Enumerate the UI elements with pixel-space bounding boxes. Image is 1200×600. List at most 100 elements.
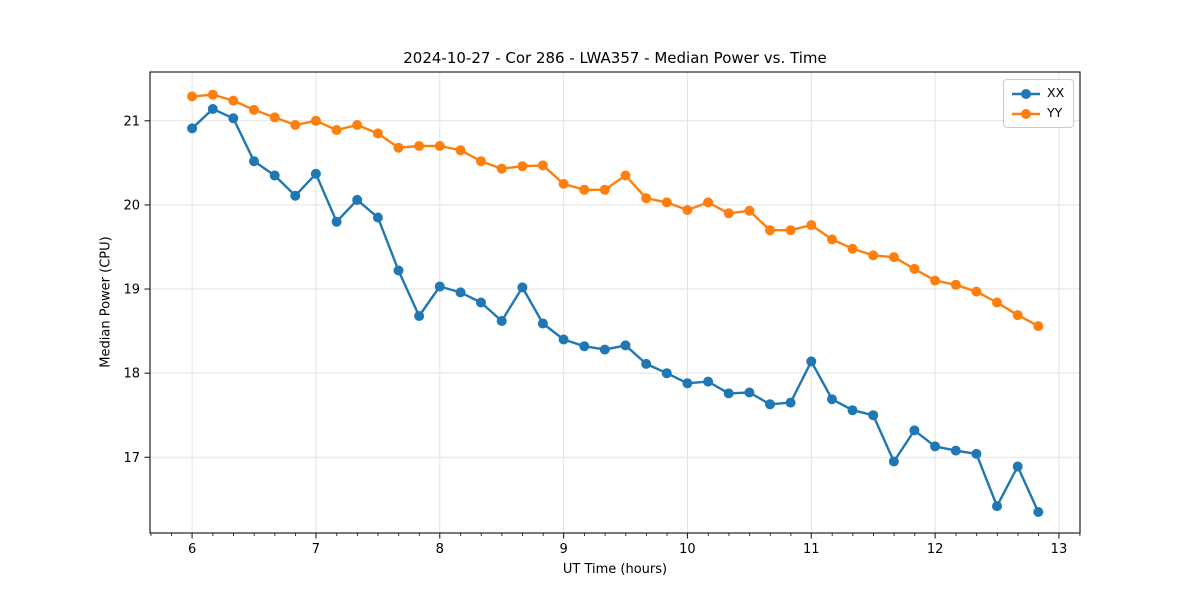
y-tick-label: 18 (123, 367, 140, 382)
series-yy-marker[interactable] (930, 275, 941, 286)
x-tick-label: 10 (679, 542, 696, 557)
series-yy-marker[interactable] (620, 170, 631, 181)
series-yy-marker[interactable] (290, 120, 301, 130)
series-xx-marker[interactable] (352, 194, 363, 205)
series-xx-marker[interactable] (620, 340, 631, 351)
series-xx-marker[interactable] (703, 376, 714, 387)
legend-item-yy[interactable]: YY (1011, 105, 1065, 122)
series-yy-marker[interactable] (599, 184, 610, 195)
series-yy-marker[interactable] (187, 91, 198, 102)
series-xx-marker[interactable] (1033, 507, 1044, 517)
series-yy-marker[interactable] (641, 193, 652, 204)
series-yy-marker[interactable] (971, 286, 982, 297)
series-xx-marker[interactable] (909, 425, 920, 436)
series-xx-marker[interactable] (476, 297, 486, 308)
series-xx-marker[interactable] (765, 399, 775, 410)
series-yy-marker[interactable] (372, 128, 383, 139)
series-xx-marker[interactable] (228, 113, 239, 124)
series-xx-marker[interactable] (207, 104, 218, 114)
series-xx-marker[interactable] (971, 448, 982, 459)
series-xx-marker[interactable] (806, 356, 817, 367)
series-yy-marker[interactable] (228, 95, 239, 106)
legend-item-xx[interactable]: XX (1011, 85, 1065, 102)
series-xx-marker[interactable] (537, 318, 548, 329)
series-xx-marker[interactable] (558, 334, 569, 345)
series-yy-marker[interactable] (455, 145, 466, 156)
series-yy-marker[interactable] (992, 297, 1002, 308)
series-yy-line[interactable] (190, 93, 1040, 328)
series-xx-marker[interactable] (950, 445, 961, 456)
series-yy-marker[interactable] (352, 120, 363, 130)
legend-label-xx: XX (1047, 85, 1065, 101)
series-xx-marker[interactable] (992, 501, 1002, 512)
x-tick-label: 12 (927, 542, 944, 557)
series-xx-marker[interactable] (930, 441, 941, 452)
series-yy-marker[interactable] (661, 197, 672, 208)
series-yy-marker[interactable] (249, 104, 259, 115)
series-xx-marker[interactable] (331, 216, 342, 227)
series-yy-marker[interactable] (888, 252, 899, 263)
series-xx-marker[interactable] (372, 212, 383, 223)
x-tick-label: 6 (188, 542, 196, 557)
series-xx-marker[interactable] (393, 265, 404, 276)
series-yy-marker[interactable] (950, 279, 961, 290)
series-xx-marker[interactable] (579, 341, 590, 352)
series-yy-marker[interactable] (476, 156, 486, 167)
series-yy-marker[interactable] (207, 89, 218, 100)
series-yy-marker[interactable] (1012, 310, 1023, 321)
series-xx-marker[interactable] (290, 190, 301, 201)
series-xx-marker[interactable] (744, 387, 755, 398)
series-yy-marker[interactable] (537, 160, 548, 171)
legend: XX YY (1003, 79, 1074, 128)
series-xx-marker[interactable] (249, 156, 259, 167)
series-yy-marker[interactable] (558, 178, 569, 189)
series-yy-marker[interactable] (496, 163, 507, 174)
series-xx-marker[interactable] (496, 316, 507, 326)
series-yy-marker[interactable] (579, 184, 590, 195)
series-xx-marker[interactable] (517, 282, 528, 293)
series-xx-marker[interactable] (1012, 461, 1023, 472)
series-xx-marker[interactable] (888, 456, 899, 467)
yy-line-marker-icon (1012, 108, 1040, 119)
y-tick-label: 20 (123, 198, 140, 213)
series-yy-marker[interactable] (868, 250, 879, 261)
axes-frame (149, 71, 1081, 534)
series-xx-marker[interactable] (785, 397, 796, 408)
series-yy-marker[interactable] (434, 141, 445, 151)
series-yy-marker[interactable] (806, 220, 817, 231)
series-xx-marker[interactable] (310, 168, 321, 179)
series-xx-marker[interactable] (661, 368, 672, 379)
series-yy-marker[interactable] (723, 208, 734, 219)
series-yy-marker[interactable] (703, 197, 714, 208)
series-yy-marker[interactable] (517, 161, 528, 172)
series-yy-marker[interactable] (414, 141, 425, 151)
series-yy-marker[interactable] (785, 225, 796, 236)
series-xx-marker[interactable] (414, 311, 425, 321)
series-xx-marker[interactable] (682, 378, 693, 389)
series-yy-marker[interactable] (744, 205, 755, 216)
series-yy-marker[interactable] (682, 205, 693, 215)
series-xx-marker[interactable] (269, 170, 280, 181)
series-yy-marker[interactable] (765, 225, 775, 236)
series-yy-marker[interactable] (1033, 321, 1044, 332)
series-xx-marker[interactable] (187, 123, 198, 134)
series-yy-marker[interactable] (827, 234, 837, 245)
series-yy-marker[interactable] (310, 115, 321, 126)
series-xx-marker[interactable] (868, 410, 879, 421)
y-tick-label: 19 (123, 283, 140, 298)
series-yy-marker[interactable] (909, 263, 920, 274)
series-yy-marker[interactable] (269, 112, 280, 123)
series-yy-marker[interactable] (393, 142, 404, 153)
chart-title: 2024-10-27 - Cor 286 - LWA357 - Median P… (403, 49, 827, 67)
series-xx-marker[interactable] (641, 358, 652, 369)
series-xx-marker[interactable] (723, 388, 734, 399)
series-xx-line[interactable] (190, 107, 1040, 514)
series-yy-marker[interactable] (331, 125, 342, 135)
series-xx-marker[interactable] (847, 405, 858, 416)
series-xx-marker[interactable] (599, 344, 610, 355)
series-xx-marker[interactable] (455, 287, 466, 298)
series-xx-marker[interactable] (434, 281, 445, 292)
series-xx-marker[interactable] (827, 394, 837, 405)
series-yy-marker[interactable] (847, 243, 858, 254)
